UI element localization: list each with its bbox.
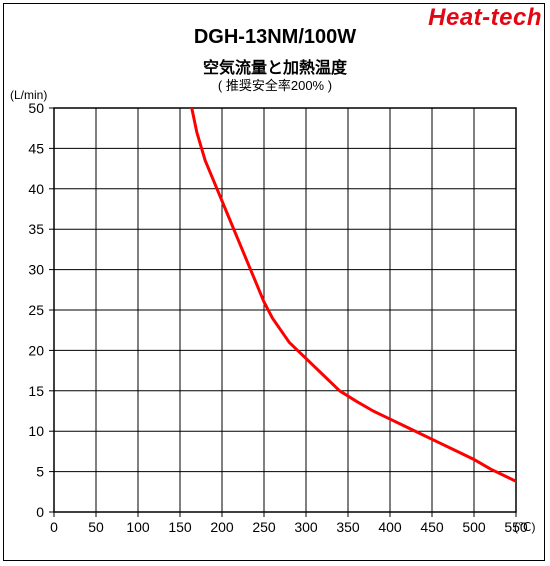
svg-text:200: 200 [210,519,234,535]
svg-text:550: 550 [504,519,528,535]
svg-text:5: 5 [36,464,44,480]
svg-text:500: 500 [462,519,486,535]
svg-text:20: 20 [28,342,44,358]
svg-text:0: 0 [50,519,58,535]
chart-svg: 0 50 100 150 200 250 300 350 400 450 500 550 0 5 10 15 2… [0,0,550,566]
svg-text:350: 350 [336,519,360,535]
svg-text:25: 25 [28,302,44,318]
svg-text:30: 30 [28,262,44,278]
svg-text:45: 45 [28,140,44,156]
svg-text:300: 300 [294,519,318,535]
svg-text:15: 15 [28,383,44,399]
svg-text:250: 250 [252,519,276,535]
svg-text:50: 50 [28,100,44,116]
svg-text:10: 10 [28,423,44,439]
svg-text:450: 450 [420,519,444,535]
svg-text:400: 400 [378,519,402,535]
svg-text:0: 0 [36,504,44,520]
svg-text:50: 50 [88,519,104,535]
svg-text:150: 150 [168,519,192,535]
svg-text:100: 100 [126,519,150,535]
svg-text:40: 40 [28,181,44,197]
svg-text:35: 35 [28,221,44,237]
